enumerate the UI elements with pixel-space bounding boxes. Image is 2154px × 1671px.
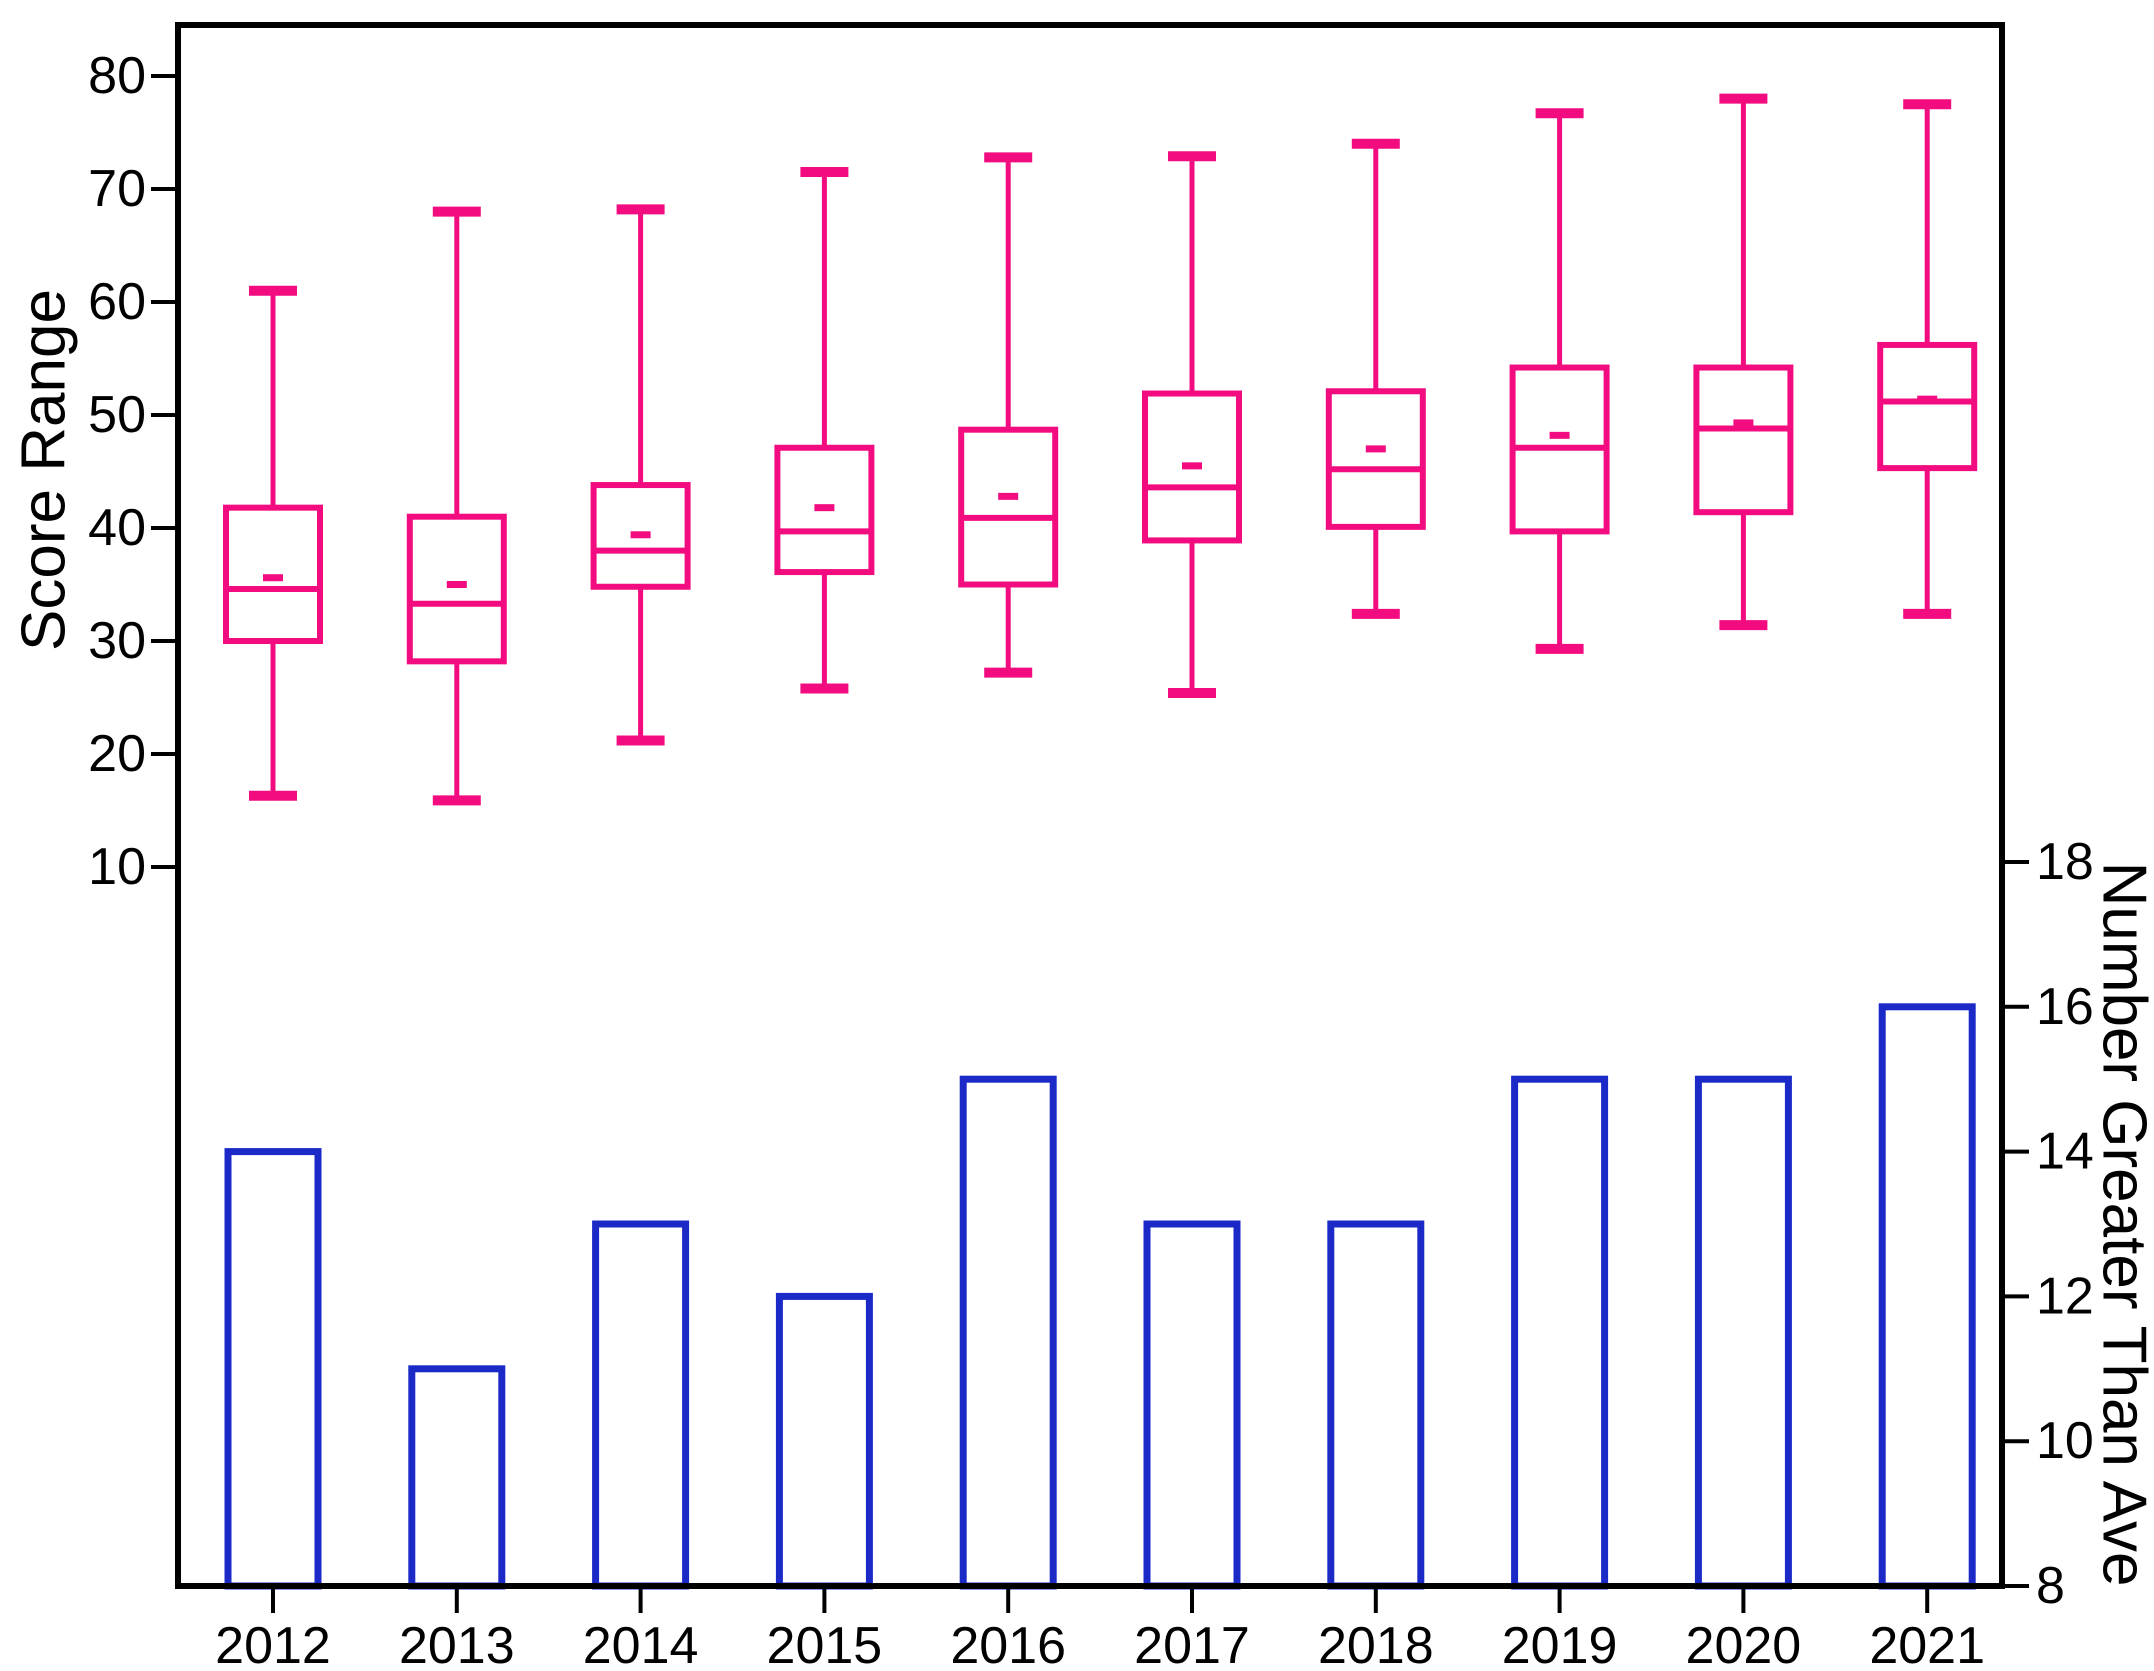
mean-marker [998,492,1019,500]
left-axis: 80 70 60 50 40 30 20 10 [88,47,178,896]
mean-marker [1365,445,1386,453]
bar-2016 [959,1075,1057,1590]
mean-marker [1917,395,1938,403]
bar-2017 [1143,1220,1241,1590]
right-axis-tick-label-10: 10 [2036,1412,2094,1470]
boxplot-2016 [958,152,1059,678]
bar-2019 [1511,1075,1609,1590]
boxplot-2021 [1877,99,1978,619]
x-axis: 2012 2013 2014 2015 2016 2017 2018 2019 2020 2021 [215,1586,1985,1671]
boxplot-2015 [774,167,875,694]
left-axis-tick-label-60: 60 [88,273,146,331]
right-axis-tick-label-16: 16 [2036,978,2094,1036]
boxplot-2013 [406,206,507,806]
iqr-box [406,513,507,665]
left-axis-tick-label-30: 30 [88,612,146,670]
bar-2018 [1327,1220,1425,1590]
left-axis-tick-label-20: 20 [88,725,146,783]
right-axis-tick-label-14: 14 [2036,1123,2094,1181]
bar-2012 [224,1148,322,1590]
boxplot-series [223,93,1978,806]
x-axis-label-2012: 2012 [215,1617,331,1671]
x-axis-label-2020: 2020 [1686,1617,1802,1671]
bar-2015 [775,1292,873,1590]
left-axis-title: Score Range [10,289,79,651]
iqr-box [1325,388,1426,530]
mean-marker [446,581,467,588]
iqr-box [1877,341,1978,472]
x-axis-label-2014: 2014 [583,1617,699,1671]
mean-marker [814,504,835,512]
mean-marker [1733,419,1754,427]
bar-2014 [592,1220,690,1590]
iqr-box [1693,364,1794,516]
x-axis-label-2019: 2019 [1502,1617,1618,1671]
right-axis-tick-label-12: 12 [2036,1267,2094,1325]
left-axis-tick-label-80: 80 [88,47,146,105]
bar-2021 [1878,1003,1976,1590]
bar-series [224,1003,1976,1590]
x-axis-label-2017: 2017 [1134,1617,1250,1671]
boxplot-2019 [1509,108,1610,654]
x-axis-label-2016: 2016 [950,1617,1066,1671]
bar-2020 [1694,1075,1792,1590]
boxplot-2018 [1325,138,1426,619]
right-axis-tick-label-8: 8 [2036,1557,2065,1615]
x-axis-label-2018: 2018 [1318,1617,1434,1671]
boxplot-2012 [223,285,323,801]
mean-marker [1182,462,1202,470]
left-axis-tick-label-50: 50 [88,386,146,444]
boxplot-2017 [1142,151,1242,698]
mean-marker [263,574,283,582]
mean-marker [1549,431,1570,439]
x-axis-label-2013: 2013 [399,1617,515,1671]
left-axis-tick-label-10: 10 [88,838,146,896]
left-axis-tick-label-40: 40 [88,499,146,557]
right-axis-tick-label-18: 18 [2036,833,2094,891]
plot-frame [175,22,2005,1589]
iqr-box [1142,390,1242,544]
left-axis-tick-label-70: 70 [88,160,146,218]
x-axis-label-2021: 2021 [1869,1617,1985,1671]
mean-marker [630,531,651,539]
boxplot-2020 [1693,93,1794,631]
iqr-box [958,426,1059,588]
right-axis: 18 16 14 12 10 8 [2002,833,2094,1615]
bar-2013 [408,1365,506,1590]
right-axis-title: Number Greater Than Ave [2090,862,2154,1587]
boxplot-2014 [590,204,691,746]
x-axis-label-2015: 2015 [767,1617,883,1671]
